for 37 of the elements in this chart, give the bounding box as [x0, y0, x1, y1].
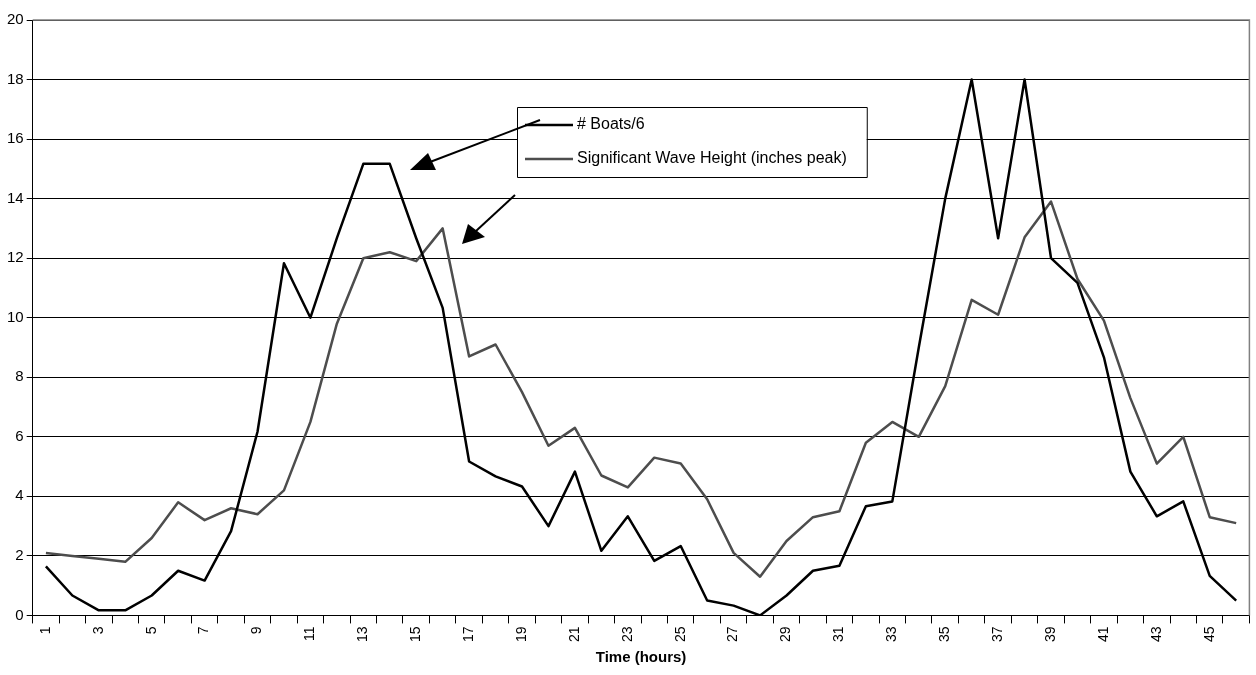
y-tick-label: 6 [15, 426, 24, 444]
y-tick-label: 14 [7, 188, 24, 206]
x-tick-label: 3 [89, 626, 106, 635]
x-tick-label: 11 [301, 626, 318, 641]
y-tick-label: 18 [7, 69, 24, 87]
x-tick-label: 37 [988, 626, 1005, 643]
x-axis-title: Time (hours) [595, 648, 687, 666]
x-tick-label: 7 [195, 626, 212, 635]
x-tick-label: 27 [724, 626, 741, 643]
y-tick-label: 8 [15, 367, 24, 385]
y-tick-label: 20 [7, 10, 24, 28]
x-tick-label: 23 [618, 626, 635, 643]
legend-label: Significant Wave Height (inches peak) [577, 149, 847, 167]
x-tick-label: 17 [459, 626, 476, 643]
legend-label: # Boats/6 [577, 115, 645, 133]
x-tick-label: 15 [407, 626, 424, 643]
x-tick-label: 19 [512, 626, 529, 643]
x-tick-label: 1 [36, 626, 53, 635]
x-tick-label: 39 [1041, 626, 1058, 643]
x-tick-label: 29 [777, 626, 794, 643]
x-tick-label: 31 [830, 626, 847, 643]
x-tick-label: 33 [883, 626, 900, 643]
x-tick-label: 45 [1200, 626, 1217, 643]
y-tick-label: 12 [7, 248, 24, 266]
x-tick-label: 9 [248, 626, 265, 635]
x-tick-label: 5 [142, 626, 159, 635]
x-tick-label: 35 [936, 626, 953, 643]
x-tick-label: 21 [565, 626, 582, 643]
x-tick-label: 13 [354, 626, 371, 643]
x-tick-label: 41 [1094, 626, 1111, 643]
y-tick-label: 16 [7, 129, 24, 147]
y-tick-label: 10 [7, 307, 24, 325]
x-tick-label: 25 [671, 626, 688, 643]
y-tick-label: 4 [15, 486, 24, 504]
x-tick-label: 43 [1147, 626, 1164, 643]
y-tick-label: 0 [15, 605, 24, 623]
y-tick-label: 2 [15, 546, 24, 564]
